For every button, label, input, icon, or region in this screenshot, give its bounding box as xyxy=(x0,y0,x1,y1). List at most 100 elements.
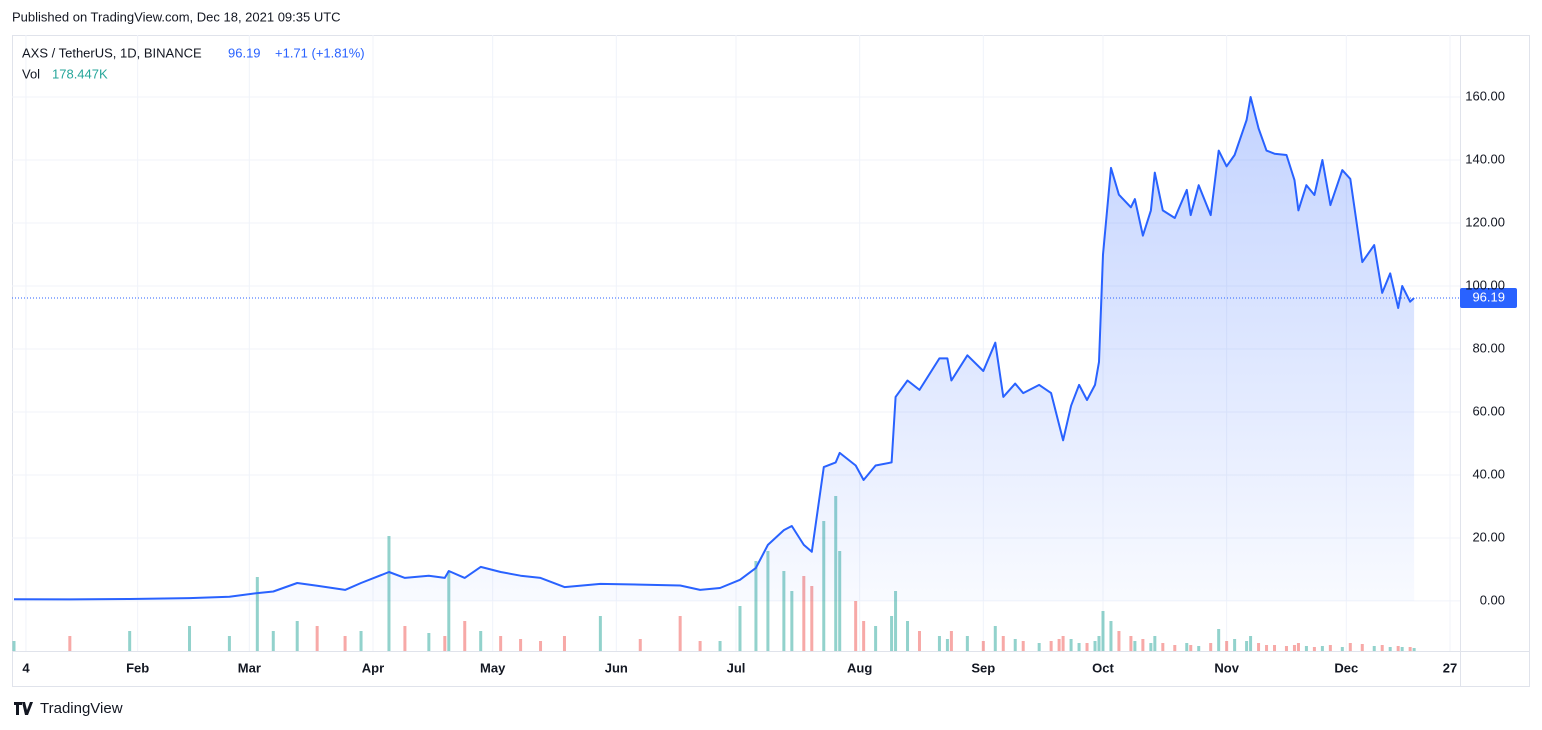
volume-bar xyxy=(698,641,702,651)
volume-bar xyxy=(1001,636,1005,651)
volume-bar xyxy=(1129,636,1133,651)
volume-bar xyxy=(1037,643,1041,651)
volume-bar xyxy=(1372,646,1376,651)
volume-bar xyxy=(463,621,467,651)
volume-bar xyxy=(539,641,543,651)
axes: 0.00 20.00 40.00 60.00 80.00 100.00 120.00 140.… xyxy=(22,88,1505,675)
volume-value: 178.447K xyxy=(52,66,108,81)
x-tick-label: Feb xyxy=(126,660,149,675)
volume-bar xyxy=(766,551,770,651)
volume-bar xyxy=(128,631,132,651)
volume-title: Vol xyxy=(22,66,40,81)
volume-bar xyxy=(1097,636,1101,651)
volume-bar xyxy=(782,571,786,651)
volume-bar xyxy=(1233,639,1237,651)
volume-bar xyxy=(1396,646,1400,651)
volume-bar xyxy=(295,621,299,651)
last-price-label: 96.19 xyxy=(1472,289,1505,304)
price: 96.19 xyxy=(12,96,1517,601)
volume-bar xyxy=(315,626,319,651)
volume-bar xyxy=(1117,631,1121,651)
volume-bar xyxy=(894,591,898,651)
price-change: +1.71 (+1.81%) xyxy=(275,45,365,60)
volume-bar xyxy=(862,621,866,651)
volume-bar xyxy=(1077,643,1081,651)
volume-bar xyxy=(1057,639,1061,651)
volume-bar xyxy=(1284,646,1288,651)
x-tick-label: 27 xyxy=(1443,660,1457,675)
volume-bar xyxy=(1149,643,1153,651)
volume-bar xyxy=(1245,641,1249,651)
volume-bar xyxy=(678,616,682,651)
volume-bar xyxy=(1049,641,1053,651)
frame xyxy=(12,35,1530,687)
volume-bar xyxy=(1061,636,1065,651)
volume-bar xyxy=(738,606,742,651)
x-tick-label: Mar xyxy=(238,660,261,675)
volume-bar xyxy=(598,616,602,651)
volume-bar xyxy=(945,639,949,651)
volume-bar xyxy=(1400,647,1404,651)
x-tick-label: Nov xyxy=(1214,660,1239,675)
volume-bar xyxy=(1093,641,1097,651)
volume-bar xyxy=(1273,645,1277,651)
x-tick-label: Oct xyxy=(1092,660,1114,675)
volume-bar xyxy=(917,631,921,651)
x-tick-label: May xyxy=(480,660,506,675)
volume-bar xyxy=(1161,643,1165,651)
volume-bar xyxy=(993,626,997,651)
volume-bar xyxy=(1197,646,1201,651)
volume-bar xyxy=(1249,636,1253,651)
price-line xyxy=(13,96,1415,601)
volume-bar xyxy=(718,641,722,651)
volume-bar xyxy=(854,601,858,651)
volume-bar xyxy=(1257,643,1261,651)
volume-bar xyxy=(443,636,447,651)
volume-bar xyxy=(949,631,953,651)
volume-bar xyxy=(1340,647,1344,651)
volume-bar xyxy=(981,641,985,651)
x-tick-label: Jun xyxy=(605,660,628,675)
volume-bar xyxy=(359,631,363,651)
volume-bar xyxy=(1348,643,1352,651)
volume-bar xyxy=(810,586,814,651)
y-tick-label: 100.00 xyxy=(1465,277,1505,292)
volume-bar xyxy=(790,591,794,651)
volume-bar xyxy=(937,636,941,651)
x-tick-label: Jul xyxy=(727,660,746,675)
y-tick-label: 40.00 xyxy=(1472,466,1505,481)
y-tick-label: 120.00 xyxy=(1465,214,1505,229)
volume-bar xyxy=(965,636,969,651)
volume-bar xyxy=(1292,645,1296,651)
last-price-box xyxy=(1460,287,1517,308)
volume-bar xyxy=(1069,639,1073,651)
x-tick-label: Sep xyxy=(971,660,995,675)
volume-bar xyxy=(343,636,347,651)
volume-bar xyxy=(890,616,894,651)
volume-bar xyxy=(1304,646,1308,651)
volume-bar xyxy=(1013,639,1017,651)
y-tick-label: 0.00 xyxy=(1480,592,1505,607)
y-tick-label: 20.00 xyxy=(1472,529,1505,544)
volume-bar xyxy=(1133,641,1137,651)
x-tick-label: Aug xyxy=(847,660,872,675)
volume-bar xyxy=(562,636,566,651)
volume-bar xyxy=(447,571,451,651)
y-tick-label: 160.00 xyxy=(1465,88,1505,103)
published-note: Published on TradingView.com, Dec 18, 20… xyxy=(12,9,341,24)
volume-bar xyxy=(499,636,503,651)
volume-bar xyxy=(255,577,259,651)
y-tick-label: 60.00 xyxy=(1472,403,1505,418)
volume-bar xyxy=(1296,643,1300,651)
volume-bar xyxy=(403,626,407,651)
last-price: 96.19 xyxy=(228,45,261,60)
volume-bar xyxy=(874,626,878,651)
volume-bar xyxy=(1189,645,1193,651)
volume-bar xyxy=(1408,647,1412,651)
x-tick-label: Apr xyxy=(362,660,384,675)
volume-bar xyxy=(1265,645,1269,651)
volume-bar xyxy=(12,641,16,651)
volume-bar xyxy=(1085,643,1089,651)
volume-bar xyxy=(1185,643,1189,651)
volume-bar xyxy=(802,576,806,651)
